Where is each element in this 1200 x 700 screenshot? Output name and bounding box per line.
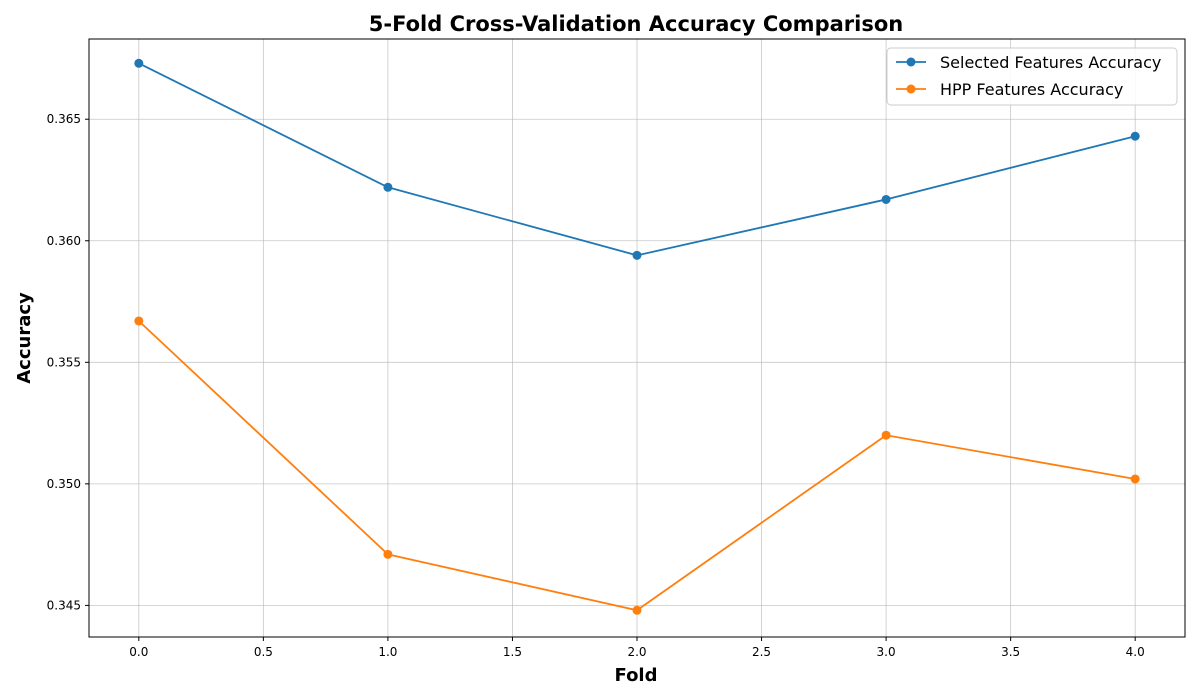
legend-marker-hpp: [906, 84, 916, 94]
legend-label-hpp: HPP Features Accuracy: [940, 80, 1123, 99]
y-tick-label: 0.345: [47, 598, 81, 612]
chart-title: 5-Fold Cross-Validation Accuracy Compari…: [369, 12, 903, 36]
grid-lines: [89, 39, 1185, 637]
series-lines: [134, 58, 1140, 615]
data-point-hpp: [632, 605, 642, 615]
x-tick-label: 1.5: [503, 645, 522, 659]
y-tick-label: 0.350: [47, 477, 81, 491]
data-point-selected: [383, 182, 393, 192]
x-axis-label: Fold: [615, 665, 658, 686]
legend-entry-selected: Selected Features Accuracy: [896, 53, 1161, 72]
data-point-hpp: [134, 316, 144, 326]
x-tick-label: 4.0: [1126, 645, 1145, 659]
data-point-hpp: [383, 549, 393, 559]
x-tick-label: 0.5: [254, 645, 273, 659]
y-axis-label: Accuracy: [14, 292, 35, 384]
data-point-selected: [1130, 131, 1140, 141]
y-axis-ticks: 0.345 0.350 0.355 0.360 0.365: [47, 112, 89, 612]
data-point-selected: [632, 250, 642, 260]
x-tick-label: 0.0: [129, 645, 148, 659]
data-point-hpp: [1130, 474, 1140, 484]
y-tick-label: 0.360: [47, 234, 81, 248]
x-tick-label: 2.5: [752, 645, 771, 659]
y-tick-label: 0.355: [47, 355, 81, 369]
x-axis-ticks: 0.0 0.5 1.0 1.5 2.0 2.5 3.0 3.5 4.0: [129, 637, 1145, 659]
data-point-hpp: [881, 430, 891, 440]
data-point-selected: [134, 58, 144, 68]
legend-marker-selected: [906, 57, 916, 67]
x-tick-label: 1.0: [378, 645, 397, 659]
data-point-selected: [881, 194, 891, 204]
legend: Selected Features Accuracy HPP Features …: [886, 47, 1178, 106]
x-tick-label: 3.5: [1001, 645, 1020, 659]
legend-entry-hpp: HPP Features Accuracy: [896, 80, 1123, 99]
x-tick-label: 2.0: [627, 645, 646, 659]
legend-box: [886, 47, 1178, 106]
y-tick-label: 0.365: [47, 112, 81, 126]
legend-label-selected: Selected Features Accuracy: [940, 53, 1161, 72]
x-tick-label: 3.0: [877, 645, 896, 659]
